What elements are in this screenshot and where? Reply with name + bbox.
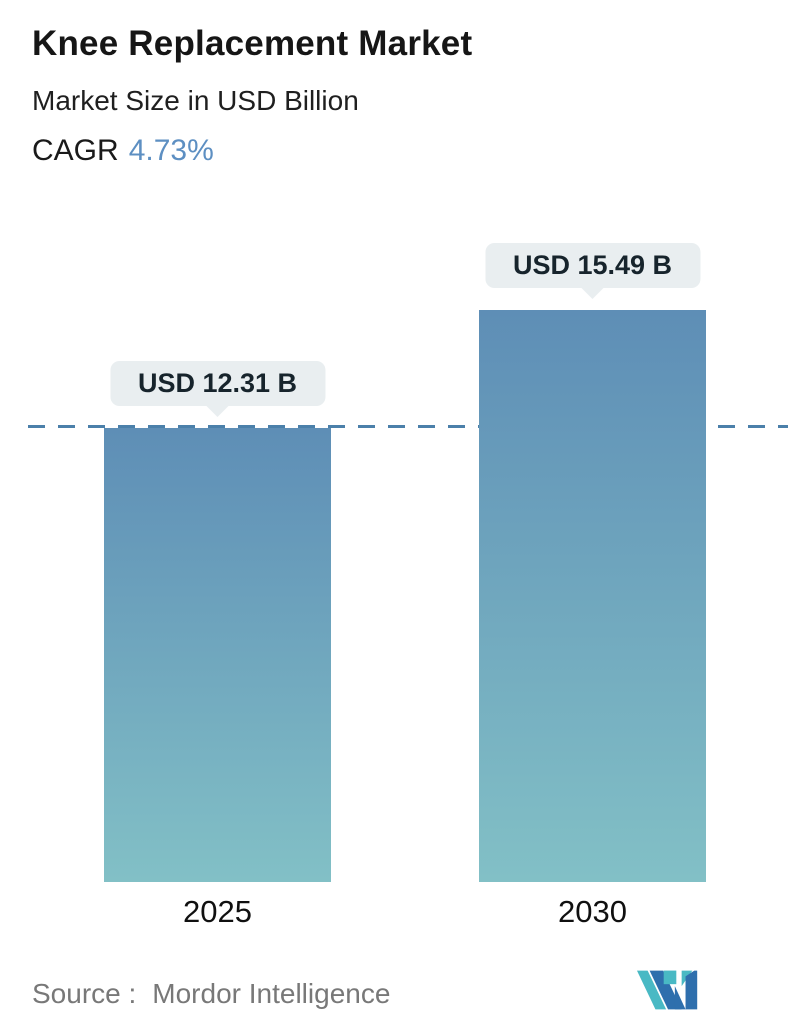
- source-label: Source :: [32, 978, 137, 1009]
- reference-line: [28, 425, 788, 428]
- chart-subtitle: Market Size in USD Billion: [32, 85, 359, 116]
- cagr-label: CAGR: [32, 134, 119, 167]
- axis-label-2030: 2030: [558, 894, 627, 929]
- source-row: Source : Mordor Intelligence: [32, 978, 390, 1010]
- axis-label-2025: 2025: [183, 894, 252, 929]
- chart-title: Knee Replacement Market: [32, 24, 473, 63]
- bar-2025: USD 12.31 B 2025: [104, 361, 331, 929]
- bar-2030: USD 15.49 B 2030: [479, 243, 706, 929]
- bar-fill: [479, 310, 706, 882]
- source-value: Mordor Intelligence: [152, 978, 391, 1009]
- bar-fill: [104, 428, 331, 882]
- cagr-value: 4.73%: [128, 134, 214, 167]
- mordor-intelligence-logo: [636, 970, 698, 1010]
- value-callout-2025: USD 12.31 B: [109, 361, 326, 406]
- value-callout-2030: USD 15.49 B: [484, 243, 701, 288]
- cagr-row: CAGR 4.73%: [32, 134, 214, 168]
